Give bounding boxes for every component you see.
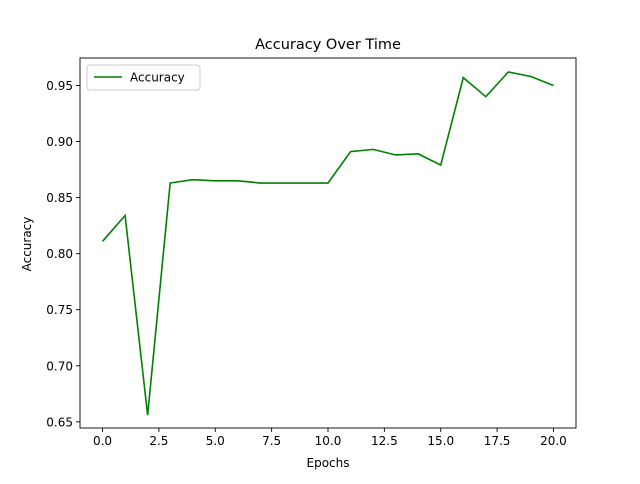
x-tick-label: 12.5	[371, 434, 398, 448]
y-tick-label: 0.90	[46, 135, 73, 149]
x-tick-label: 10.0	[315, 434, 342, 448]
x-axis-label: Epochs	[307, 456, 350, 470]
series-line-0	[101, 71, 554, 416]
x-tick-label: 20.0	[540, 434, 567, 448]
x-tick-label: 7.5	[262, 434, 281, 448]
y-tick-label: 0.65	[46, 415, 73, 429]
y-tick-label: 0.75	[46, 303, 73, 317]
chart-title: Accuracy Over Time	[255, 37, 401, 53]
x-tick-label: 0.0	[93, 434, 112, 448]
x-tick-label: 17.5	[484, 434, 511, 448]
x-tick-label: 15.0	[427, 434, 454, 448]
y-tick-label: 0.85	[46, 191, 73, 205]
y-axis-label: Accuracy	[20, 217, 34, 272]
legend-box	[86, 64, 201, 91]
y-tick-label: 0.95	[46, 79, 73, 93]
plot-area: 0.0 2.5 5.0 7.5 10.0 12.5 15.0 17.5 20.0 0.65 0.70…	[46, 57, 577, 448]
y-tick-label: 0.70	[46, 359, 73, 373]
legend-label: Accuracy	[130, 71, 185, 85]
y-tick-label: 0.80	[46, 247, 73, 261]
x-tick-label: 5.0	[206, 434, 225, 448]
x-tick-label: 2.5	[149, 434, 168, 448]
plot-background	[80, 58, 576, 428]
